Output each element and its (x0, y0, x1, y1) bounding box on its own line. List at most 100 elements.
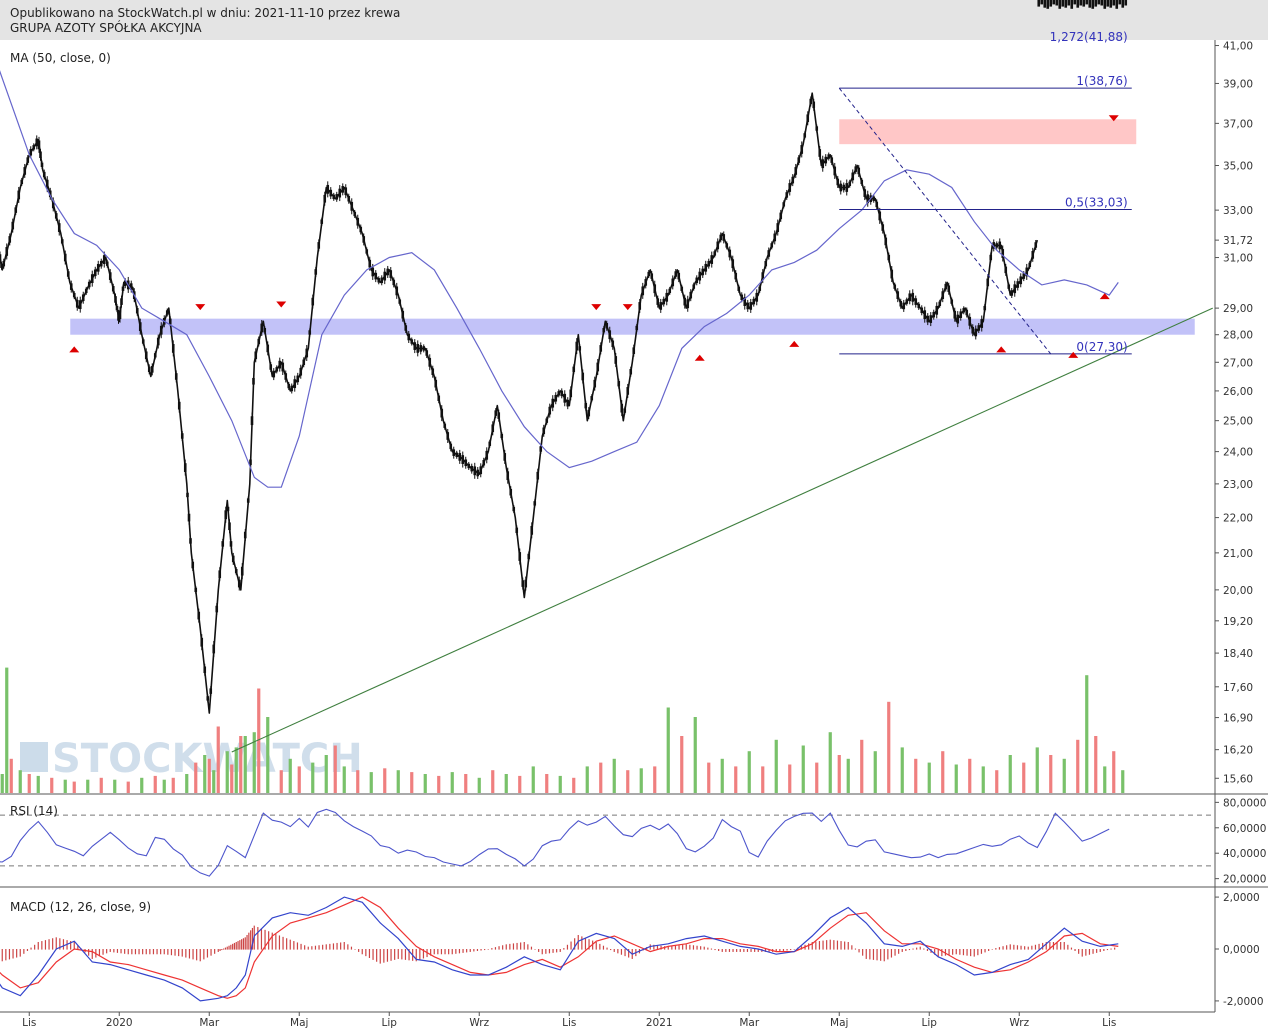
volume-bar (1022, 762, 1026, 793)
candle-body (689, 291, 693, 299)
price-axis-label: 35,00 (1223, 161, 1253, 173)
candle-body (755, 292, 759, 302)
candle-body (872, 196, 876, 201)
candle-body (770, 243, 774, 248)
candle-body (231, 555, 235, 563)
candle-body (105, 261, 109, 266)
candle-body (797, 157, 801, 163)
candle-body (974, 328, 978, 337)
price-axis-label: 25,00 (1223, 416, 1253, 428)
candle-body (701, 268, 705, 276)
zones (70, 119, 1195, 335)
candle-body (863, 189, 867, 197)
candle-body (114, 296, 117, 303)
candle-body (221, 541, 225, 547)
candle-body (257, 338, 261, 345)
volume-bar (761, 766, 765, 793)
buy-marker-icon (1068, 351, 1079, 358)
candle-body (383, 271, 387, 281)
candle-body (392, 279, 396, 286)
candle-body (1070, 0, 1074, 9)
candle-body (422, 346, 426, 351)
macd-panel: 2,0000 0,0000 -2,0000 (0, 892, 1264, 1008)
candle-body (186, 492, 189, 498)
candle-body (866, 194, 870, 204)
candle-body (695, 277, 699, 284)
candle-body (2, 260, 6, 267)
candle-body (818, 149, 822, 157)
candle-body (226, 506, 230, 512)
rsi-axis-label: 80,0000 (1223, 797, 1266, 809)
panel-labels: MA (50, close, 0) RSI (14) MACD (12, 26, c… (10, 51, 151, 914)
candle-body (150, 366, 154, 373)
candle-body (803, 133, 807, 138)
candle-body (353, 211, 357, 217)
candle-body (263, 328, 267, 333)
macd-signal-line (0, 896, 1119, 999)
volume-bar (666, 707, 670, 793)
candle-body (326, 184, 330, 194)
candle-body (129, 283, 133, 290)
volume-bar (27, 774, 31, 793)
candle-body (1049, 0, 1053, 7)
volume-bar (599, 762, 603, 793)
volume-bar (1112, 751, 1116, 793)
rsi-indicator-label: RSI (14) (10, 804, 58, 818)
price-axis-label: 22,00 (1223, 513, 1253, 525)
candle-body (1019, 276, 1023, 285)
volume-bar (383, 768, 387, 793)
volume-bar (477, 777, 481, 793)
candle-body (374, 272, 378, 280)
candle-body (626, 387, 630, 395)
candle-body (839, 183, 843, 192)
volume-bar (1008, 755, 1012, 793)
candle-body (920, 307, 924, 314)
sell-marker-icon (622, 304, 633, 311)
candle-body (980, 319, 984, 328)
candle-body (299, 367, 303, 376)
candle-body (431, 368, 435, 376)
candle-body (638, 302, 642, 310)
candle-body (479, 466, 483, 475)
candle-body (614, 356, 618, 364)
price-axis-label: 31,72 (1223, 235, 1253, 247)
candle-body (950, 299, 954, 304)
candle-body (860, 179, 864, 185)
candle-body (674, 271, 678, 277)
candle-body (410, 339, 414, 344)
rsi-panel: 80,0000 60,0000 40,0000 20,0000 (0, 797, 1266, 886)
volume-bar (185, 774, 189, 793)
candle-body (710, 255, 714, 264)
candle-body (1082, 0, 1086, 7)
candle-body (365, 249, 369, 254)
candle-body (194, 587, 198, 593)
candle-body (159, 325, 163, 335)
candle-body (953, 310, 957, 319)
candle-body (800, 145, 804, 154)
candle-body (1040, 0, 1044, 5)
volume-bar (734, 766, 738, 793)
candle-body (944, 283, 948, 290)
candle-body (494, 410, 498, 416)
candle-body (63, 253, 67, 262)
rsi-axis-label: 40,0000 (1223, 848, 1266, 860)
candle-body (812, 101, 816, 109)
candle-body (78, 300, 82, 310)
candle-body (821, 159, 825, 169)
volume-bar (572, 777, 576, 793)
candle-body (287, 383, 291, 389)
volume-bar (450, 772, 454, 793)
candle-body (413, 342, 417, 350)
candle-body (183, 463, 187, 472)
axes: 41,00 39,00 37,00 35,00 33,00 31,72 31,00 29,00… (22, 41, 1253, 1029)
candle-body (965, 309, 969, 316)
volume-bar (680, 736, 684, 793)
candle-body (93, 269, 97, 277)
candle-body (368, 259, 372, 268)
candle-body (404, 325, 408, 331)
volume-bar (194, 762, 198, 793)
candle-body (998, 241, 1002, 250)
candle-body (1013, 284, 1017, 294)
candle-body (896, 291, 900, 299)
time-axis-label: Lip (382, 1017, 398, 1029)
